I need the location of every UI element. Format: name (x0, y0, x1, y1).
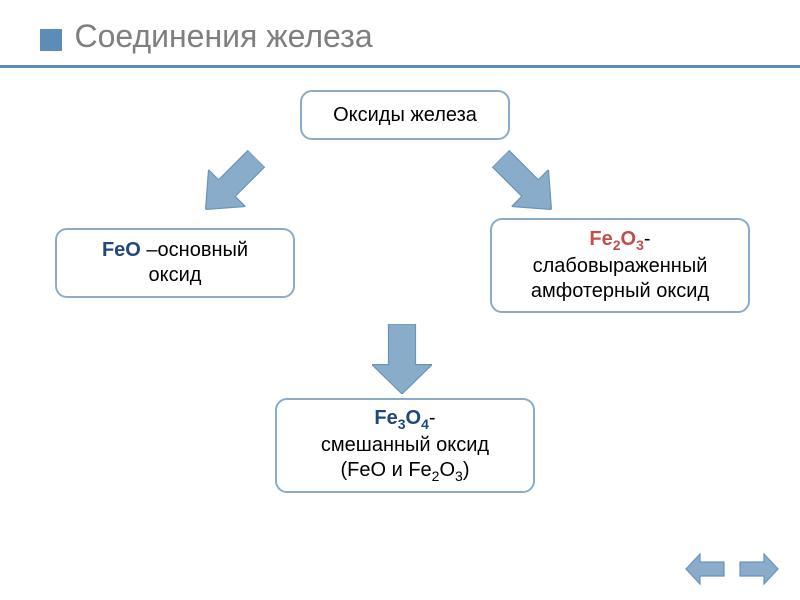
formula-fe3o4: Fe3O4 (374, 407, 429, 429)
prev-slide-button[interactable] (682, 550, 728, 588)
node-fe2o3-line3: амфотерный оксид (531, 279, 709, 304)
node-fe2o3: Fe2O3- слабовыраженный амфотерный оксид (490, 218, 750, 313)
node-fe3o4-line1: Fe3O4- (374, 406, 435, 434)
node-fe2o3-line2: слабовыраженный (533, 254, 708, 279)
node-feo-line2: оксид (149, 263, 202, 288)
title-area: Соединения железа (0, 0, 800, 68)
node-feo: FeO –основный оксид (55, 228, 295, 298)
formula-fe2o3: Fe2O3 (589, 228, 644, 250)
arrow-to-fe2o3 (482, 140, 570, 228)
page-title: Соединения железа (74, 18, 372, 54)
arrow-to-fe3o4 (372, 324, 432, 394)
next-slide-button[interactable] (736, 550, 782, 588)
node-feo-line1: FeO –основный (102, 238, 248, 263)
title-accent-square (40, 29, 62, 51)
diagram-canvas: Оксиды железа FeO –основный оксид Fe2O3-… (0, 68, 800, 568)
node-fe3o4: Fe3O4- смешанный оксид (FeO и Fe2O3) (275, 398, 535, 493)
node-fe3o4-line3: (FeO и Fe2O3) (340, 458, 469, 486)
node-top-label: Оксиды железа (333, 103, 477, 128)
node-fe3o4-line2: смешанный оксид (321, 433, 489, 458)
formula-feo: FeO (102, 239, 141, 261)
node-feo-desc1: –основный (141, 239, 248, 261)
node-top-oxides: Оксиды железа (300, 90, 510, 140)
node-fe3o4-suffix: - (429, 407, 436, 429)
arrow-to-feo (187, 140, 275, 228)
node-fe2o3-line1: Fe2O3- (589, 227, 650, 255)
node-fe2o3-suffix: - (644, 228, 651, 250)
